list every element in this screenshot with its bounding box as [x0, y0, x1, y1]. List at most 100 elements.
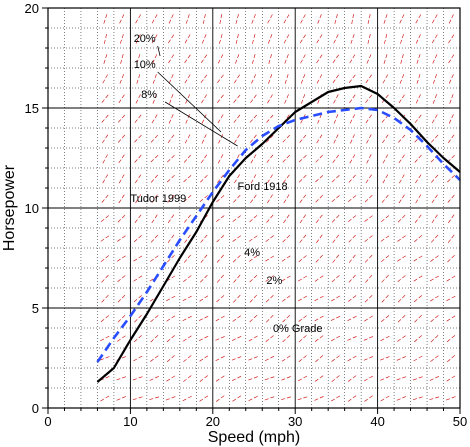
grade-field-mark	[151, 112, 159, 124]
annotation-label: 10%	[134, 59, 156, 71]
grade-field-mark	[299, 32, 308, 44]
grade-field-mark	[282, 233, 292, 243]
grade-field-mark	[299, 233, 308, 243]
grade-field-mark	[430, 333, 440, 343]
grade-field-mark	[429, 395, 442, 401]
grade-field-mark	[216, 273, 226, 283]
grade-field-mark	[400, 52, 405, 64]
grade-field-mark	[415, 32, 422, 44]
grade-field-mark	[166, 274, 177, 282]
grade-field-mark	[248, 355, 260, 361]
grade-field-mark	[250, 152, 258, 164]
grade-field-mark	[233, 72, 242, 84]
grade-field-mark	[101, 273, 111, 283]
grade-field-mark	[118, 152, 126, 164]
grade-field-mark	[151, 212, 159, 224]
grade-field-mark	[265, 274, 276, 282]
grade-field-mark	[332, 153, 341, 163]
grade-field-mark	[135, 92, 142, 104]
grade-field-mark	[380, 234, 391, 242]
series-line-0	[96, 84, 461, 383]
grade-field-mark	[332, 52, 341, 64]
grade-field-mark	[431, 12, 439, 24]
grade-field-mark	[447, 132, 456, 144]
grade-field-mark	[397, 234, 408, 242]
grade-field-mark	[250, 172, 258, 184]
grade-field-mark	[152, 72, 158, 84]
grade-field-mark	[166, 353, 177, 363]
grade-field-mark	[281, 395, 293, 401]
grade-field-mark	[398, 92, 406, 104]
y-tick-label: 15	[25, 101, 39, 116]
grade-field-mark	[267, 12, 274, 24]
x-tick-label: 10	[123, 414, 137, 429]
grade-field-mark	[166, 374, 177, 382]
grade-field-mark	[281, 274, 293, 282]
grade-field-mark	[135, 192, 143, 204]
grade-field-mark	[431, 32, 439, 44]
grade-field-mark	[117, 234, 128, 242]
grade-field-mark	[117, 313, 127, 323]
grade-field-mark	[165, 395, 178, 401]
grade-field-mark	[116, 375, 128, 381]
grade-field-mark	[268, 52, 273, 64]
grade-field-mark	[100, 253, 111, 263]
grade-field-mark	[132, 375, 145, 381]
grade-field-mark	[133, 233, 144, 243]
grade-field-mark	[99, 355, 112, 361]
grade-field-mark	[184, 232, 192, 244]
grade-field-mark	[232, 253, 243, 263]
grade-field-mark	[430, 133, 440, 143]
grade-field-mark	[298, 153, 309, 163]
grade-field-mark	[219, 12, 223, 24]
grade-field-mark	[298, 173, 308, 183]
grade-field-mark	[150, 313, 160, 323]
grade-field-mark	[103, 12, 108, 24]
grade-field-mark	[315, 153, 325, 163]
grade-field-mark	[264, 375, 277, 381]
grade-field-mark	[281, 354, 293, 362]
grade-field-mark	[283, 173, 291, 183]
grade-field-mark	[298, 333, 309, 343]
grade-field-mark	[348, 253, 357, 263]
grade-field-mark	[397, 213, 407, 223]
grade-field-mark	[233, 93, 242, 103]
grade-field-mark	[216, 293, 226, 303]
grade-field-mark	[351, 12, 355, 24]
x-tick-label: 20	[206, 414, 220, 429]
grade-field-mark	[397, 254, 408, 262]
grade-field-mark	[282, 133, 292, 143]
grade-field-mark	[219, 32, 224, 44]
grade-field-mark	[168, 12, 175, 24]
grade-field-mark	[200, 152, 209, 164]
grade-field-mark	[152, 52, 158, 64]
grade-field-mark	[232, 314, 243, 322]
grade-field-mark	[266, 133, 275, 143]
grade-field-mark	[315, 213, 324, 223]
grade-field-mark	[151, 32, 159, 44]
grade-field-mark	[283, 12, 291, 24]
grade-field-mark	[265, 293, 276, 303]
grade-field-mark	[283, 32, 291, 44]
grade-field-mark	[347, 354, 359, 362]
grade-field-mark	[183, 253, 193, 263]
grade-field-mark	[249, 273, 259, 283]
grade-field-mark	[118, 172, 126, 184]
grade-field-mark	[416, 52, 422, 64]
grade-field-mark	[333, 32, 340, 44]
grade-field-mark	[101, 193, 110, 203]
grade-field-mark	[249, 213, 259, 223]
grade-field-mark	[398, 133, 407, 143]
grade-field-mark	[365, 172, 374, 184]
y-tick-label: 20	[25, 1, 39, 16]
grade-field-mark	[166, 294, 178, 302]
grade-field-mark	[447, 253, 457, 263]
grade-field-mark	[117, 113, 127, 123]
grade-field-mark	[234, 172, 241, 184]
grade-field-mark	[363, 355, 376, 361]
grade-field-mark	[413, 293, 424, 303]
annotation-label: 2%	[266, 275, 282, 287]
grade-field-mark	[382, 72, 390, 84]
grade-field-mark	[382, 172, 390, 184]
grade-field-mark	[446, 274, 458, 282]
